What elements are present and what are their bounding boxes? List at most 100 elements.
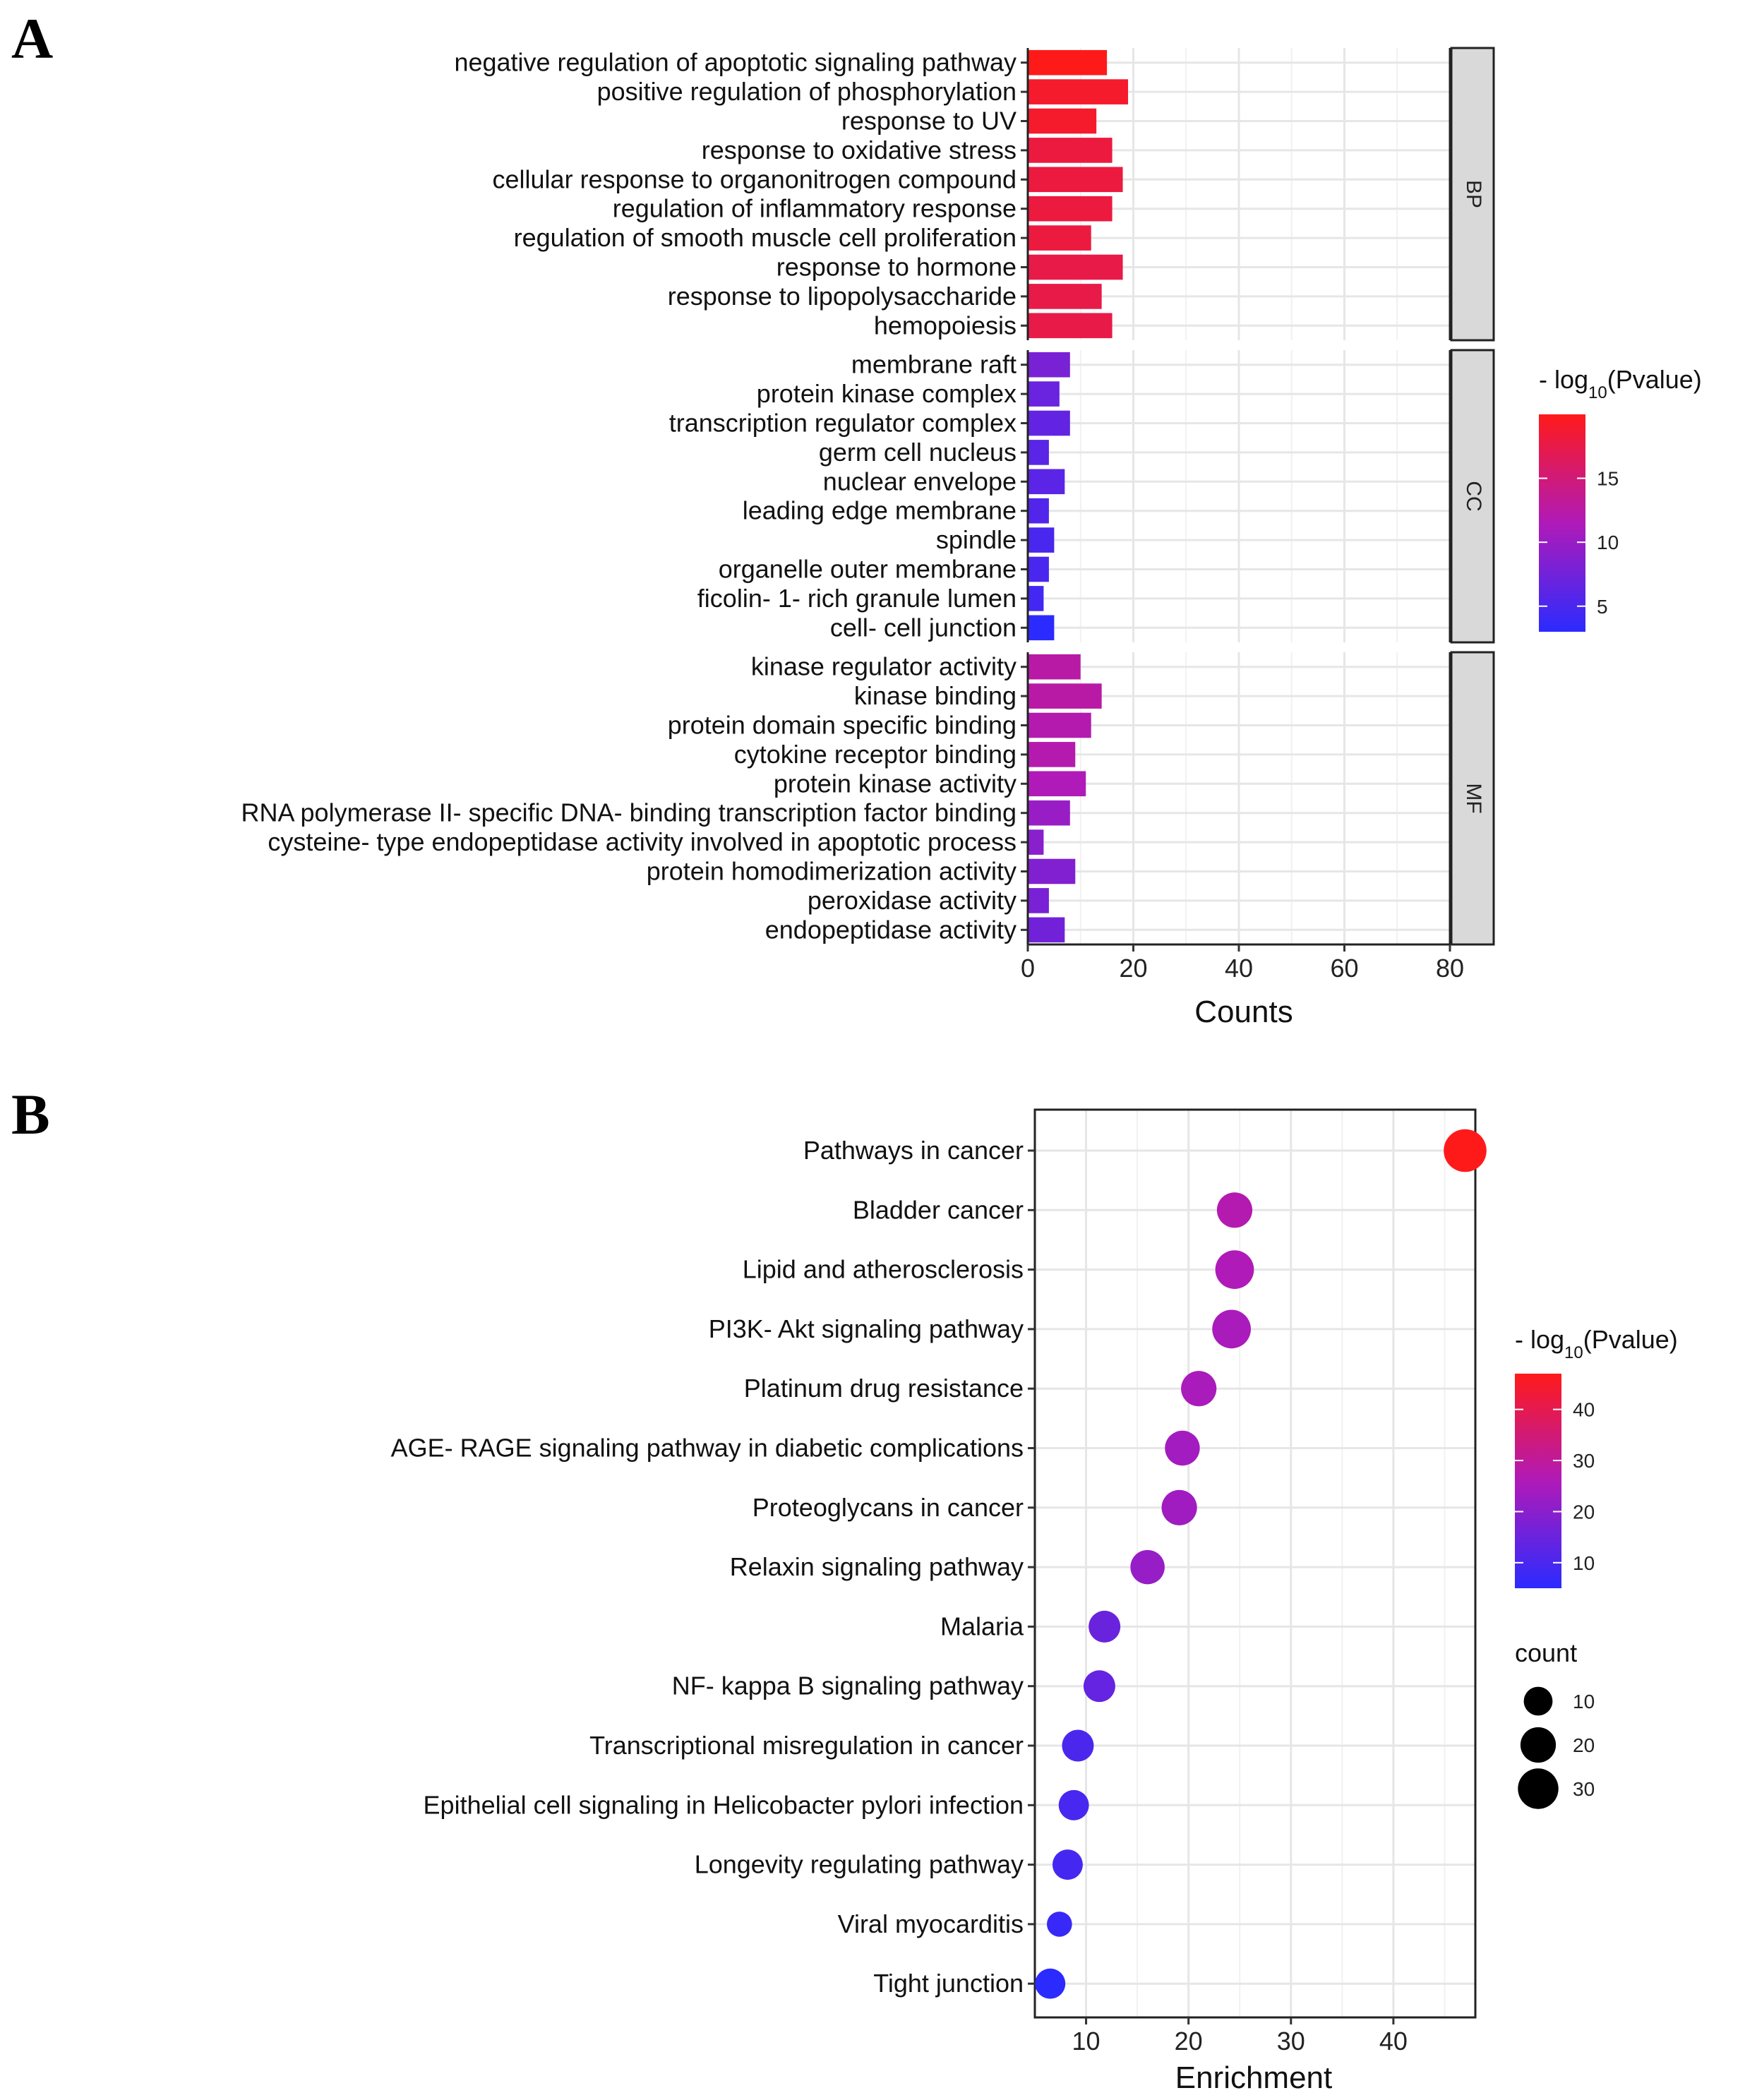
category-label: ficolin- 1- rich granule lumen (697, 584, 1017, 613)
category-label: cell- cell junction (830, 613, 1017, 642)
legend-tick-label: 10 (1597, 532, 1619, 553)
data-point (1130, 1549, 1165, 1585)
size-legend-label: 10 (1573, 1691, 1595, 1712)
x-tick-label: 80 (1436, 954, 1464, 983)
panel-a-label: A (11, 6, 53, 71)
x-tick-label: 10 (1072, 2027, 1101, 2056)
pathway-label: Proteoglycans in cancer (752, 1493, 1024, 1522)
plot-border (1033, 1108, 1477, 2019)
bar (1028, 742, 1076, 767)
bar (1028, 167, 1123, 193)
legend-tick-label: 10 (1573, 1552, 1595, 1574)
pathway-label: NF- kappa B signaling pathway (672, 1672, 1024, 1700)
category-label: negative regulation of apoptotic signali… (454, 48, 1017, 77)
data-point (1052, 1849, 1083, 1880)
category-label: response to hormone (776, 253, 1017, 282)
bar (1028, 654, 1081, 680)
category-label: response to UV (841, 107, 1017, 136)
bar (1028, 254, 1123, 280)
facet-strip (1450, 47, 1495, 342)
pathway-label: Relaxin signaling pathway (730, 1552, 1024, 1581)
pathway-label: Bladder cancer (853, 1195, 1024, 1224)
bar (1028, 800, 1070, 826)
bar (1028, 469, 1065, 495)
category-label: protein homodimerization activity (647, 857, 1017, 886)
pathway-label: AGE- RAGE signaling pathway in diabetic … (391, 1434, 1024, 1463)
panel-b-label: B (11, 1082, 50, 1146)
bar (1028, 313, 1113, 339)
pathway-label: Platinum drug resistance (744, 1374, 1024, 1403)
size-legend-dot (1523, 1686, 1553, 1716)
pathway-label: Lipid and atherosclerosis (743, 1255, 1024, 1284)
bar (1028, 527, 1055, 553)
bar (1028, 829, 1044, 855)
pathway-label: PI3K- Akt signaling pathway (709, 1314, 1024, 1343)
pathway-label: Malaria (940, 1612, 1024, 1640)
bar (1028, 138, 1113, 163)
size-legend-dot (1518, 1768, 1559, 1809)
legend-tick-label: 40 (1573, 1399, 1595, 1421)
data-point (1047, 1912, 1072, 1937)
legend-tick-label: 30 (1573, 1450, 1595, 1472)
data-point (1083, 1670, 1115, 1703)
category-label: response to lipopolysaccharide (668, 282, 1017, 311)
category-label: transcription regulator complex (669, 409, 1017, 438)
category-label: protein domain specific binding (668, 711, 1017, 740)
bar (1028, 917, 1065, 943)
category-label: regulation of smooth muscle cell prolife… (514, 223, 1017, 252)
kegg-dot-chart: Pathways in cancer Bladder cancer Lipid an… (391, 1108, 1487, 2056)
pathway-label: Tight junction (873, 1969, 1024, 1998)
data-point (1215, 1250, 1254, 1289)
facet-strip-label: CC (1462, 481, 1485, 511)
category-label: RNA polymerase II- specific DNA- binding… (241, 798, 1017, 827)
facet-strip (1450, 349, 1495, 644)
legend-tick-label: 15 (1597, 468, 1619, 490)
category-label: kinase binding (854, 681, 1017, 710)
category-label: peroxidase activity (808, 886, 1017, 915)
category-label: nuclear envelope (823, 467, 1017, 496)
color-legend-a: - log10(Pvalue) 5 10 15 (1539, 365, 1702, 632)
bar (1028, 440, 1049, 465)
legend-a-colorbar (1539, 414, 1585, 632)
data-point (1181, 1371, 1217, 1407)
x-axis-title-b: Enrichment (1175, 2060, 1333, 2095)
x-tick-label: 20 (1119, 954, 1147, 983)
x-tick-label: 0 (1021, 954, 1035, 983)
data-point (1062, 1729, 1094, 1762)
facet-bp: negative regulation of apoptotic signali… (454, 47, 1495, 342)
data-point (1089, 1610, 1121, 1643)
category-label: protein kinase activity (774, 769, 1017, 798)
data-point (1058, 1789, 1089, 1820)
bar (1028, 49, 1108, 76)
category-label: membrane raft (851, 350, 1017, 379)
legend-b-title: - log10(Pvalue) (1515, 1325, 1678, 1362)
x-tick-label: 40 (1225, 954, 1253, 983)
x-tick-label: 20 (1175, 2027, 1203, 2056)
category-label: protein kinase complex (757, 379, 1017, 408)
color-legend-b: - log10(Pvalue) 10 20 30 40 (1515, 1325, 1678, 1588)
category-label: cysteine- type endopeptidase activity in… (268, 827, 1017, 856)
bar (1028, 284, 1102, 309)
category-label: positive regulation of phosphorylation (597, 77, 1017, 106)
bar (1028, 196, 1113, 222)
category-label: regulation of inflammatory response (613, 194, 1017, 223)
pathway-label: Viral myocarditis (838, 1909, 1024, 1938)
category-label: spindle (936, 525, 1017, 554)
pathway-label: Longevity regulating pathway (695, 1850, 1024, 1879)
category-label: response to oxidative stress (702, 136, 1017, 164)
legend-b-colorbar (1515, 1374, 1561, 1588)
bar (1028, 225, 1091, 251)
data-point (1212, 1309, 1251, 1349)
data-point (1161, 1489, 1197, 1525)
bar (1028, 888, 1049, 913)
facet-strip-label: BP (1462, 180, 1485, 208)
size-legend-dot (1520, 1727, 1557, 1763)
bar (1028, 381, 1060, 407)
bar (1028, 498, 1049, 524)
category-label: germ cell nucleus (819, 438, 1017, 467)
data-point (1216, 1192, 1253, 1228)
legend-tick-label: 20 (1573, 1501, 1595, 1523)
x-tick-label: 30 (1277, 2027, 1305, 2056)
